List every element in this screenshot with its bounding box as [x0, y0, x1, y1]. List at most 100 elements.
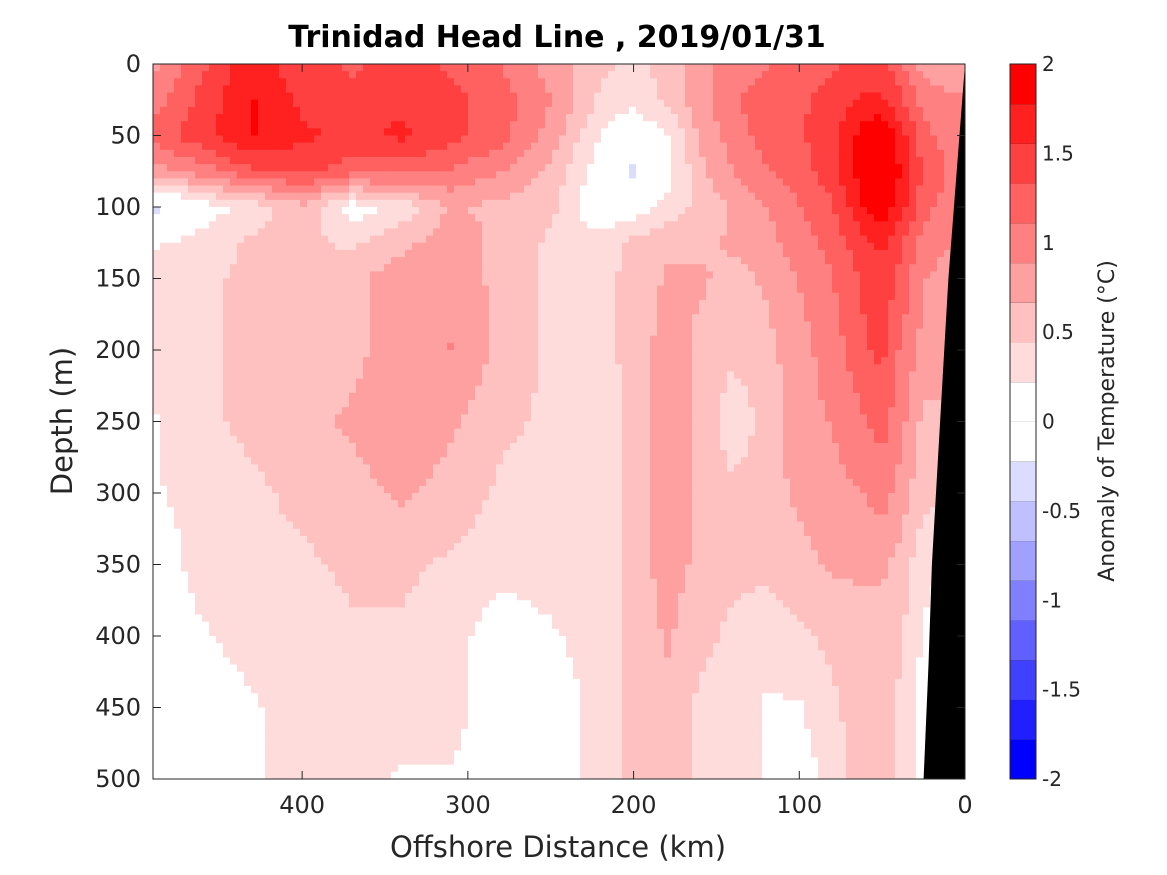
heatmap-cell [552, 335, 560, 344]
heatmap-cell [244, 178, 252, 187]
heatmap-cell [482, 92, 490, 101]
heatmap-cell [930, 171, 938, 179]
heatmap-cell [489, 199, 497, 208]
heatmap-cell [699, 249, 707, 258]
heatmap-cell [482, 135, 490, 144]
heatmap-cell [748, 278, 756, 287]
heatmap-cell [398, 285, 406, 294]
heatmap-cell [825, 149, 833, 158]
heatmap-cell [461, 185, 469, 194]
heatmap-cell [580, 106, 588, 115]
heatmap-cell [384, 342, 392, 351]
heatmap-cell [496, 85, 504, 94]
heatmap-cell [594, 357, 602, 365]
heatmap-cell [167, 199, 175, 208]
heatmap-cell [454, 342, 462, 351]
heatmap-cell [223, 128, 231, 137]
heatmap-cell [223, 299, 231, 308]
heatmap-cell [762, 257, 770, 265]
heatmap-cell [839, 242, 847, 251]
heatmap-cell [790, 199, 798, 208]
heatmap-cell [230, 299, 238, 308]
heatmap-cell [671, 350, 679, 358]
heatmap-cell [510, 149, 518, 158]
heatmap-cell [685, 271, 693, 280]
heatmap-cell [804, 85, 812, 94]
heatmap-cell [195, 314, 203, 322]
heatmap-cell [251, 335, 259, 344]
heatmap-cell [678, 285, 686, 294]
heatmap-cell [209, 64, 217, 72]
heatmap-cell [447, 149, 455, 158]
heatmap-cell [594, 242, 602, 251]
heatmap-cell [181, 271, 189, 280]
heatmap-cell [727, 164, 735, 172]
heatmap-cell [356, 228, 364, 237]
heatmap-cell [468, 171, 476, 179]
heatmap-cell [524, 314, 532, 322]
heatmap-cell [636, 178, 644, 187]
heatmap-cell [475, 264, 483, 272]
heatmap-cell [468, 335, 476, 344]
heatmap-cell [671, 242, 679, 251]
heatmap-cell [832, 178, 840, 187]
heatmap-cell [692, 278, 700, 287]
heatmap-cell [475, 156, 483, 165]
heatmap-cell [370, 249, 378, 258]
heatmap-cell [811, 242, 819, 251]
heatmap-cell [167, 328, 175, 337]
heatmap-cell [440, 71, 448, 79]
heatmap-cell [230, 178, 238, 187]
heatmap-cell [657, 285, 665, 294]
heatmap-cell [601, 264, 609, 272]
heatmap-cell [251, 221, 259, 230]
heatmap-cell [916, 114, 924, 122]
heatmap-cell [426, 164, 434, 172]
heatmap-cell [223, 214, 231, 222]
heatmap-cell [279, 242, 287, 251]
heatmap-cell [279, 192, 287, 201]
heatmap-cell [244, 228, 252, 237]
heatmap-cell [279, 149, 287, 158]
heatmap-cell [426, 214, 434, 222]
heatmap-cell [881, 121, 889, 129]
heatmap-cell [762, 350, 770, 358]
heatmap-cell [923, 149, 931, 158]
heatmap-cell [412, 78, 420, 87]
heatmap-cell [741, 178, 749, 187]
heatmap-cell [874, 364, 882, 373]
heatmap-cell [356, 299, 364, 308]
heatmap-cell [951, 171, 959, 179]
heatmap-cell [370, 171, 378, 179]
heatmap-cell [167, 92, 175, 101]
heatmap-cell [307, 321, 315, 330]
heatmap-cell [776, 156, 784, 165]
heatmap-cell [881, 106, 889, 115]
heatmap-cell [272, 228, 280, 237]
heatmap-cell [223, 271, 231, 280]
heatmap-cell [664, 364, 672, 373]
heatmap-cell [748, 285, 756, 294]
heatmap-cell [160, 264, 168, 272]
heatmap-cell [678, 78, 686, 87]
heatmap-cell [510, 156, 518, 165]
heatmap-cell [734, 106, 742, 115]
heatmap-cell [356, 207, 364, 215]
heatmap-cell [636, 307, 644, 315]
heatmap-cell [244, 257, 252, 265]
heatmap-cell [545, 321, 553, 330]
heatmap-cell [286, 314, 294, 322]
heatmap-cell [685, 114, 693, 122]
heatmap-cell [874, 164, 882, 172]
heatmap-cell [272, 78, 280, 87]
heatmap-cell [503, 364, 511, 373]
heatmap-cell [405, 235, 413, 244]
heatmap-cell [790, 128, 798, 137]
heatmap-cell [811, 264, 819, 272]
heatmap-cell [930, 99, 938, 108]
heatmap-cell [587, 178, 595, 187]
heatmap-cell [251, 199, 259, 208]
heatmap-cell [720, 257, 728, 265]
heatmap-cell [314, 335, 322, 344]
heatmap-cell [293, 249, 301, 258]
